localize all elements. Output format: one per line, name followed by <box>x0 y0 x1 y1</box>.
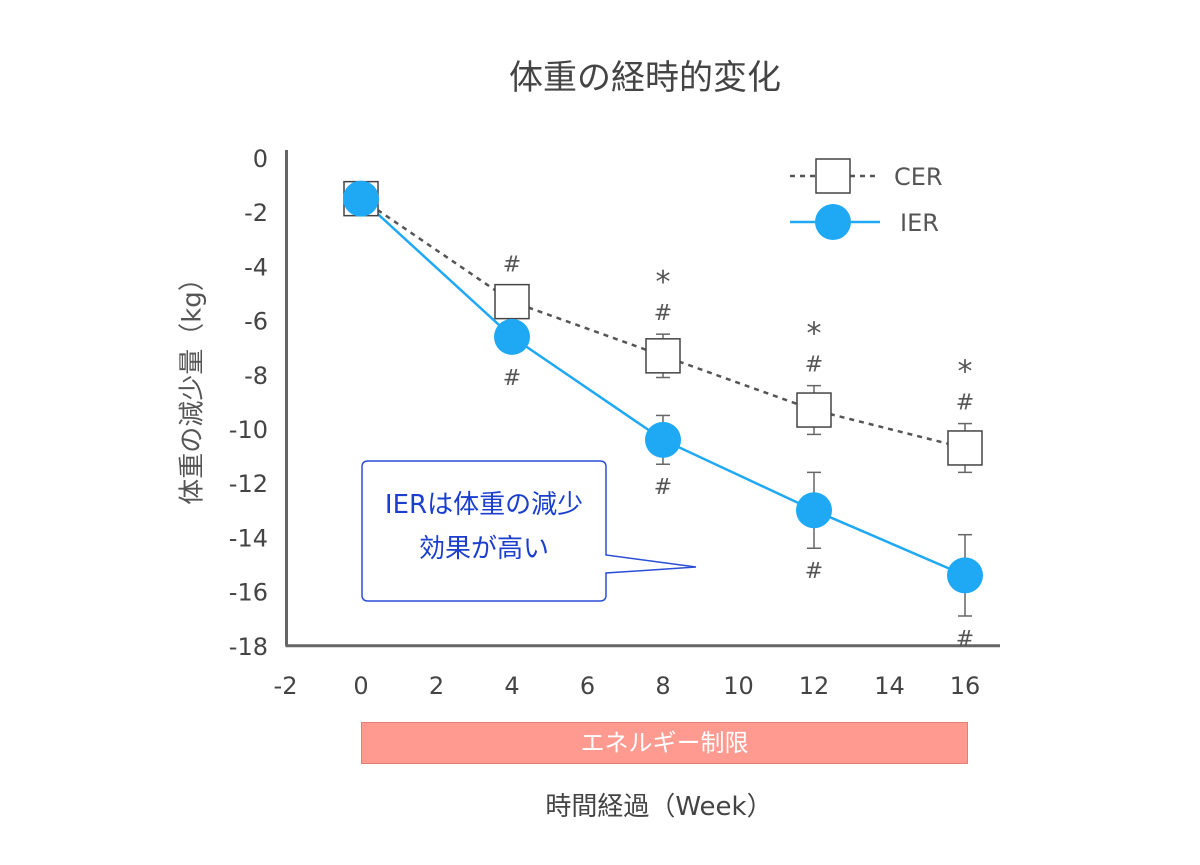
legend-ier-label: IER <box>900 209 939 237</box>
y-tick-label: 0 <box>253 145 268 173</box>
ier-significance-mark: # <box>654 475 672 500</box>
ier-significance-mark: # <box>805 559 823 584</box>
ier-point <box>947 557 983 594</box>
callout-line-2: 効果が高い <box>418 534 549 564</box>
cer-significance-mark: # <box>654 301 672 326</box>
x-tick-label: 0 <box>353 672 368 700</box>
ier-point <box>494 318 530 355</box>
x-tick-label: -2 <box>274 672 298 700</box>
cer-significance-mark: # <box>805 353 823 378</box>
cer-significance-mark: # <box>956 391 974 416</box>
legend-ier-marker <box>815 204 851 240</box>
y-tick-label: -8 <box>244 362 268 390</box>
callout-line-1: IERは体重の減少 <box>384 490 584 520</box>
cer-point <box>645 338 681 374</box>
y-tick-label: -16 <box>229 579 268 607</box>
legend-cer-label: CER <box>894 163 943 191</box>
callout-bubble <box>361 460 697 602</box>
ier-significance-mark: # <box>503 366 521 391</box>
ier-point <box>796 492 832 529</box>
x-tick-label: 16 <box>950 672 981 700</box>
y-tick-label: -4 <box>244 253 268 281</box>
x-tick-label: 12 <box>799 672 830 700</box>
ier-significance-mark: # <box>956 627 974 652</box>
cer-significance-mark: * <box>958 355 973 390</box>
x-tick-label: 10 <box>723 672 754 700</box>
y-tick-label: -2 <box>244 199 268 227</box>
legend-cer-marker <box>815 158 851 194</box>
x-tick-label: 4 <box>504 672 519 700</box>
cer-significance-mark: * <box>807 317 822 352</box>
ier-point <box>343 180 379 217</box>
cer-point <box>796 392 832 428</box>
callout-text: IERは体重の減少 効果が高い <box>364 483 604 571</box>
x-tick-label: 14 <box>874 672 905 700</box>
energy-restriction-bar: エネルギー制限 <box>361 722 968 764</box>
y-tick-label: -12 <box>229 470 268 498</box>
cer-significance-mark: # <box>503 253 521 278</box>
cer-point <box>947 430 983 466</box>
y-tick-label: -14 <box>229 524 268 552</box>
cer-point <box>494 283 530 320</box>
x-tick-label: 8 <box>655 672 670 700</box>
cer-significance-mark: * <box>656 265 671 300</box>
x-tick-label: 6 <box>580 672 595 700</box>
y-tick-label: -18 <box>229 633 268 661</box>
chart-title: 体重の経時的変化 <box>509 58 781 98</box>
x-tick-label: 2 <box>429 672 444 700</box>
y-tick-label: -6 <box>244 308 268 336</box>
ier-point <box>645 421 681 458</box>
y-tick-label: -10 <box>229 416 268 444</box>
y-axis-label-text: 体重の減少量（kg） <box>177 265 208 505</box>
x-axis-label: 時間経過（Week） <box>545 792 773 822</box>
